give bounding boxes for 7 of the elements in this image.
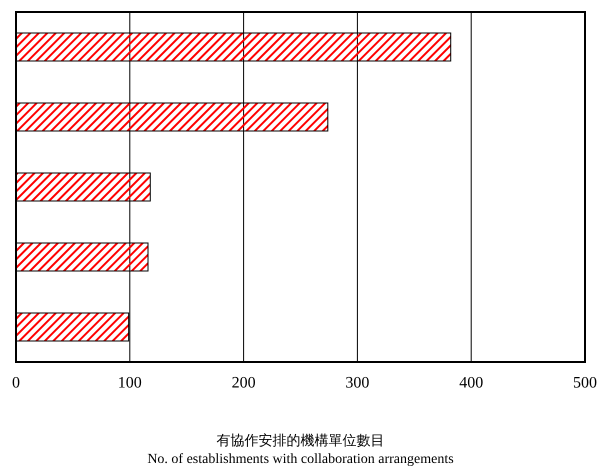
x-tick-label: 0 — [12, 374, 20, 392]
x-axis-title: 有協作安排的機構單位數目 No. of establishments with collaboration arrangements — [147, 433, 454, 467]
x-tick-label: 400 — [459, 374, 484, 392]
x-tick-label: 100 — [118, 374, 142, 392]
x-tick-label: 300 — [345, 374, 370, 392]
x-tick-label: 500 — [573, 374, 597, 392]
x-tick-label: 200 — [232, 374, 256, 392]
